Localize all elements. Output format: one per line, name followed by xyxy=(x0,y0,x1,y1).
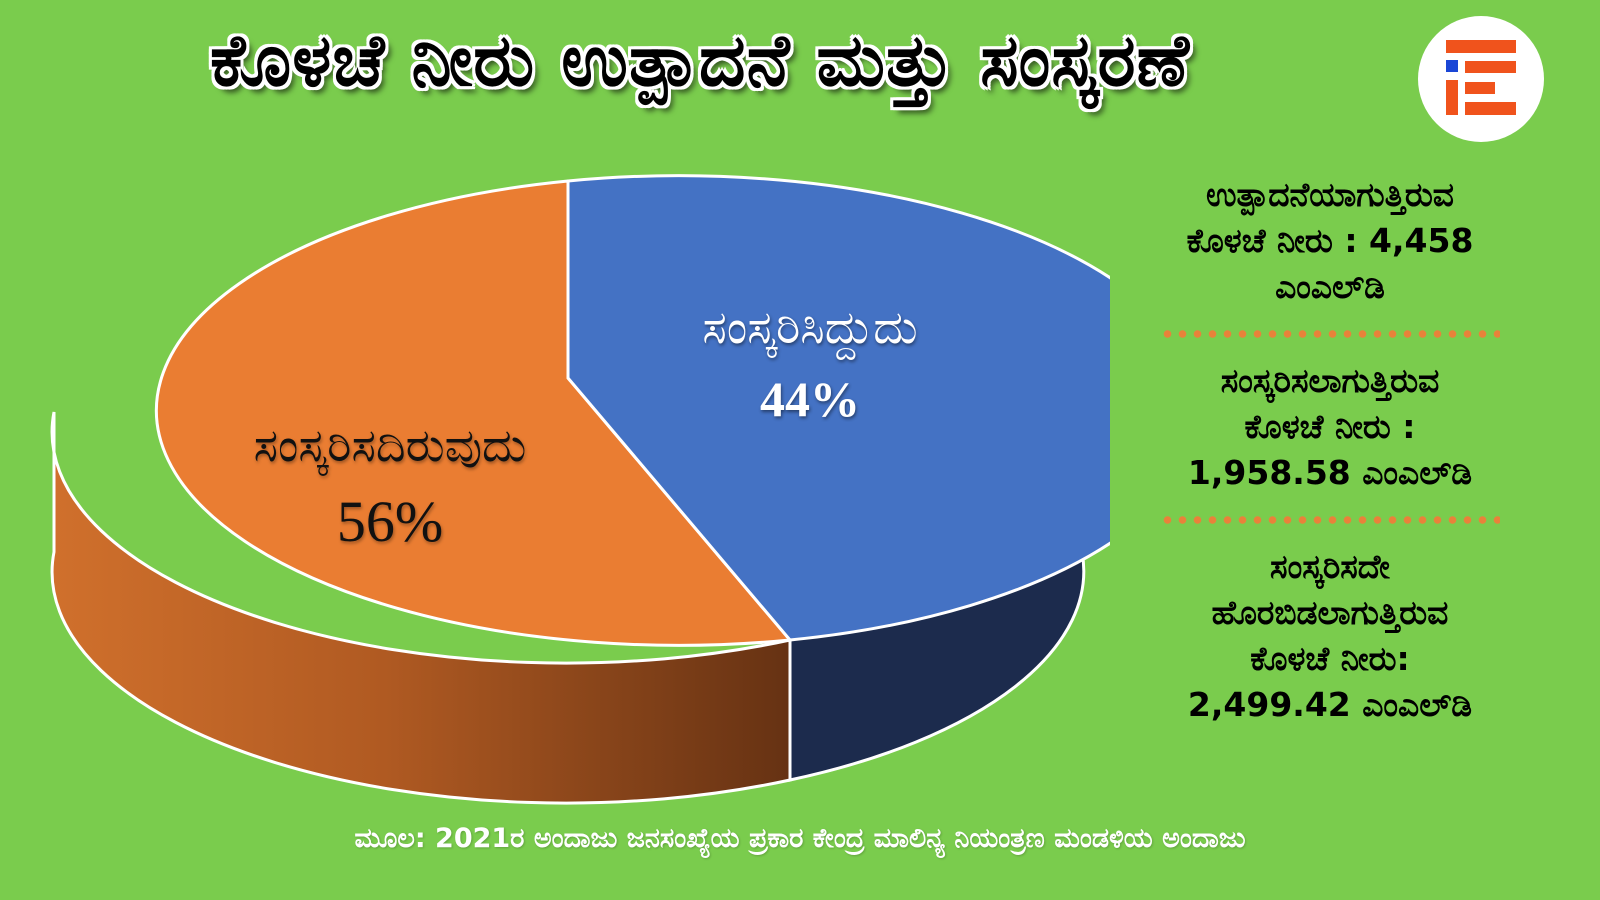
stat-treated: ಸಂಸ್ಕರಿಸಲಾಗುತ್ತಿರುವ ಕೊಳಚೆ ನೀರು : 1,958.5… xyxy=(1115,358,1545,496)
stat-produced-line2: ಕೊಳಚೆ ನೀರು : 4,458 xyxy=(1186,221,1474,260)
stat-produced-line1: ಉತ್ಪಾದನೆಯಾಗುತ್ತಿರುವ xyxy=(1206,175,1454,214)
stat-untreated-line3: ಕೊಳಚೆ ನೀರು: xyxy=(1250,639,1410,678)
source-caption: ಮೂಲ: 2021ರ ಅಂದಾಜು ಜನಸಂಖ್ಯೆಯ ಪ್ರಕಾರ ಕೇಂದ್… xyxy=(354,823,1246,854)
ie-logo-icon xyxy=(1418,16,1544,142)
treated-slice-name: ಸಂಸ್ಕರಿಸಿದ್ದುದು xyxy=(702,300,918,354)
stat-produced: ಉತ್ಪಾದನೆಯಾಗುತ್ತಿರುವ ಕೊಳಚೆ ನೀರು : 4,458 ಎ… xyxy=(1115,172,1545,310)
pie-chart: ಸಂಸ್ಕರಿಸಿದ್ದುದು 44% ಸಂಸ್ಕರಿಸದಿರುವುದು 56% xyxy=(0,150,1110,810)
page-title: ಕೊಳಚೆ ನೀರು ಉತ್ಪಾದನೆ ಮತ್ತು ಸಂಸ್ಕರಣೆ xyxy=(210,18,1190,102)
logo-graphic xyxy=(1446,40,1516,115)
dotted-divider xyxy=(1160,516,1500,524)
pie-chart-graphic xyxy=(50,174,1110,805)
treated-slice-label: ಸಂಸ್ಕರಿಸಿದ್ದುದು 44% xyxy=(640,300,980,428)
stat-treated-line1: ಸಂಸ್ಕರಿಸಲಾಗುತ್ತಿರುವ xyxy=(1220,361,1440,400)
treated-slice-top xyxy=(566,174,1110,642)
untreated-slice-percent: 56% xyxy=(336,489,444,554)
stat-produced-line3: ಎಂಎಲ್‌ಡಿ xyxy=(1275,267,1385,306)
stat-untreated-line4: 2,499.42 ಎಂಎಲ್‌ಡಿ xyxy=(1187,685,1473,724)
stat-treated-line2: ಕೊಳಚೆ ನೀರು : xyxy=(1244,407,1416,446)
untreated-slice-top xyxy=(154,179,792,647)
untreated-slice-label: ಸಂಸ್ಕರಿಸದಿರುವುದು 56% xyxy=(180,418,600,555)
untreated-slice-name: ಸಂಸ್ಕರಿಸದಿರುವುದು xyxy=(253,418,527,472)
treated-slice-percent: 44% xyxy=(760,371,860,427)
stat-untreated: ಸಂಸ್ಕರಿಸದೇ ಹೊರಬಿಡಲಾಗುತ್ತಿರುವ ಕೊಳಚೆ ನೀರು:… xyxy=(1115,544,1545,728)
stat-treated-line3: 1,958.58 ಎಂಎಲ್‌ಡಿ xyxy=(1187,453,1473,492)
stat-untreated-line2: ಹೊರಬಿಡಲಾಗುತ್ತಿರುವ xyxy=(1211,593,1449,632)
stat-untreated-line1: ಸಂಸ್ಕರಿಸದೇ xyxy=(1270,547,1390,586)
stats-panel: ಉತ್ಪಾದನೆಯಾಗುತ್ತಿರುವ ಕೊಳಚೆ ನೀರು : 4,458 ಎ… xyxy=(1115,172,1545,728)
dotted-divider xyxy=(1160,330,1500,338)
